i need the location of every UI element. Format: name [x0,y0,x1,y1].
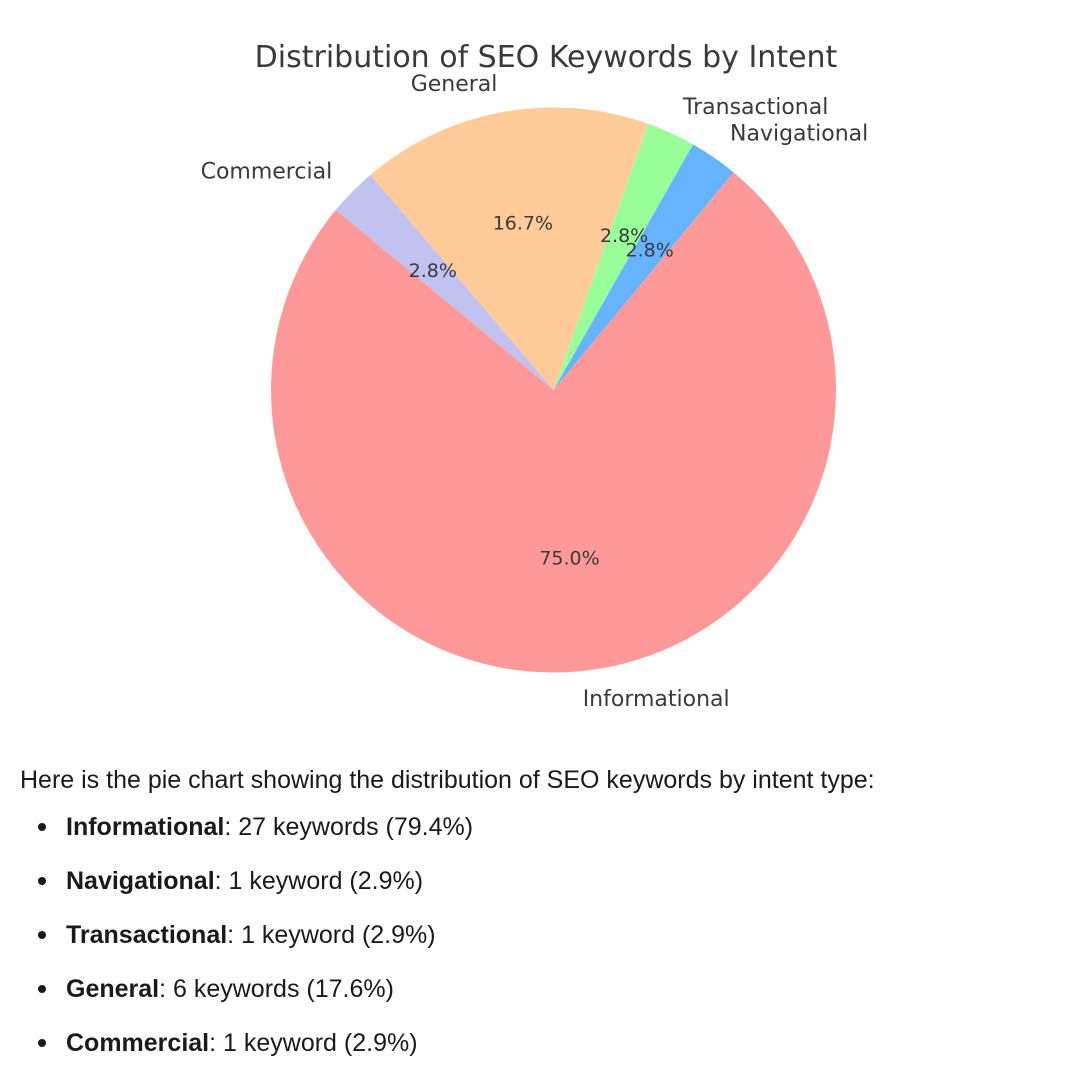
pie-pct-label-informational: 75.0% [539,548,599,570]
list-item: Transactional: 1 keyword (2.9%) [20,921,1020,950]
bullet-detail: : 1 keyword (2.9%) [209,1029,418,1057]
bullet-term: Informational [66,813,225,841]
bullet-detail: : 27 keywords (79.4%) [224,813,474,841]
pie-pct-label-general: 16.7% [493,212,553,234]
bullet-term: General [66,975,160,1003]
bullet-term: Navigational [66,867,215,895]
pie-pct-label-navigational: 2.8% [626,240,674,262]
pie-slice-navigational [553,144,734,390]
bullet-detail: : 6 keywords (17.6%) [159,975,394,1003]
bullet-term: Commercial [66,1029,210,1057]
bullet-detail: : 1 keyword (2.9%) [227,921,436,949]
pie-pct-label-transactional: 2.8% [600,225,648,247]
summary-list: Informational: 27 keywords (79.4%) Navig… [20,813,1020,1082]
pie-slice-informational [271,172,837,673]
pie-slice-label-transactional: Transactional [682,95,828,120]
pie-slice-label-navigational: Navigational [730,122,868,147]
bullet-term: Transactional [66,921,228,949]
chart-title: Distribution of SEO Keywords by Intent [255,40,838,75]
pie-slice-general [370,107,649,391]
list-item: General: 6 keywords (17.6%) [20,975,1020,1004]
list-item: Commercial: 1 keyword (2.9%) [20,1029,1020,1058]
pie-slice-label-informational: Informational [583,687,730,712]
list-item: Informational: 27 keywords (79.4%) [20,813,1020,842]
list-item: Navigational: 1 keyword (2.9%) [20,867,1020,896]
pie-slice-label-commercial: Commercial [201,159,333,184]
pie-chart: Distribution of SEO Keywords by Intent 2.… [201,40,869,712]
pie-slice-label-general: General [411,72,498,97]
pie-chart-svg: Distribution of SEO Keywords by Intent 2.… [201,40,869,712]
pie-pct-label-commercial: 2.8% [409,260,457,282]
bullet-detail: : 1 keyword (2.9%) [214,867,424,895]
pie-slice-transactional [553,123,694,391]
summary-intro: Here is the pie chart showing the distri… [20,766,875,794]
pie-slice-commercial [335,174,554,390]
